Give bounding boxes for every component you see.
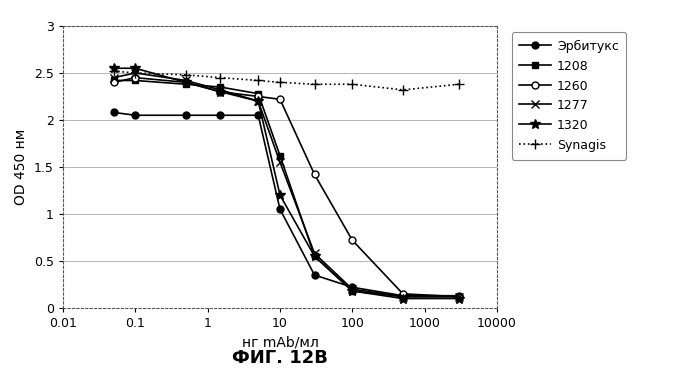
1277: [182, 78, 190, 83]
1208: [254, 91, 262, 96]
1320: [348, 289, 356, 293]
1320: [455, 296, 463, 301]
Эрбитукс: [348, 285, 356, 289]
1208: [399, 295, 407, 299]
1260: [455, 295, 463, 299]
1208: [455, 295, 463, 299]
1260: [131, 75, 139, 80]
Эрбитукс: [310, 273, 319, 277]
Synagis: [399, 88, 407, 92]
Synagis: [276, 80, 284, 85]
1320: [310, 254, 319, 259]
Text: ФИГ. 12B: ФИГ. 12B: [232, 349, 328, 367]
1277: [348, 287, 356, 291]
Y-axis label: OD 450 нм: OD 450 нм: [15, 129, 29, 205]
Legend: Эрбитукс, 1208, 1260, 1277, 1320, Synagis: Эрбитукс, 1208, 1260, 1277, 1320, Synagi…: [512, 32, 626, 160]
Synagis: [455, 82, 463, 86]
Line: 1320: 1320: [108, 63, 464, 303]
Эрбитукс: [131, 113, 139, 118]
1277: [131, 71, 139, 75]
1320: [276, 193, 284, 197]
Эрбитукс: [109, 110, 118, 115]
1320: [216, 89, 225, 94]
Line: 1277: 1277: [109, 69, 463, 301]
Эрбитукс: [399, 293, 407, 298]
1277: [399, 295, 407, 299]
1208: [276, 154, 284, 158]
1260: [276, 97, 284, 102]
Synagis: [182, 73, 190, 77]
Synagis: [254, 78, 262, 83]
1277: [310, 251, 319, 256]
Synagis: [348, 82, 356, 86]
1208: [216, 85, 225, 89]
Эрбитукс: [276, 207, 284, 211]
1320: [182, 80, 190, 85]
1277: [254, 99, 262, 104]
X-axis label: нг mAb/мл: нг mAb/мл: [241, 335, 318, 349]
1277: [109, 75, 118, 80]
Synagis: [131, 71, 139, 75]
1260: [182, 80, 190, 85]
1260: [310, 172, 319, 177]
1320: [399, 296, 407, 301]
Эрбитукс: [182, 113, 190, 118]
1260: [254, 94, 262, 99]
Synagis: [109, 69, 118, 73]
1260: [348, 238, 356, 243]
Line: Synagis: Synagis: [108, 66, 464, 95]
1208: [310, 254, 319, 259]
1320: [131, 66, 139, 70]
Эрбитукс: [455, 293, 463, 298]
1208: [109, 78, 118, 83]
1277: [276, 160, 284, 164]
1260: [216, 89, 225, 94]
1320: [109, 66, 118, 70]
1208: [182, 82, 190, 86]
1320: [254, 99, 262, 104]
Line: Эрбитукс: Эрбитукс: [110, 109, 463, 299]
1260: [109, 80, 118, 85]
1277: [455, 295, 463, 299]
Synagis: [216, 75, 225, 80]
Эрбитукс: [254, 113, 262, 118]
Эрбитукс: [216, 113, 225, 118]
Line: 1260: 1260: [110, 74, 463, 300]
1277: [216, 88, 225, 92]
Line: 1208: 1208: [110, 77, 463, 300]
1260: [399, 292, 407, 296]
1208: [348, 289, 356, 293]
1208: [131, 78, 139, 83]
Synagis: [310, 82, 319, 86]
